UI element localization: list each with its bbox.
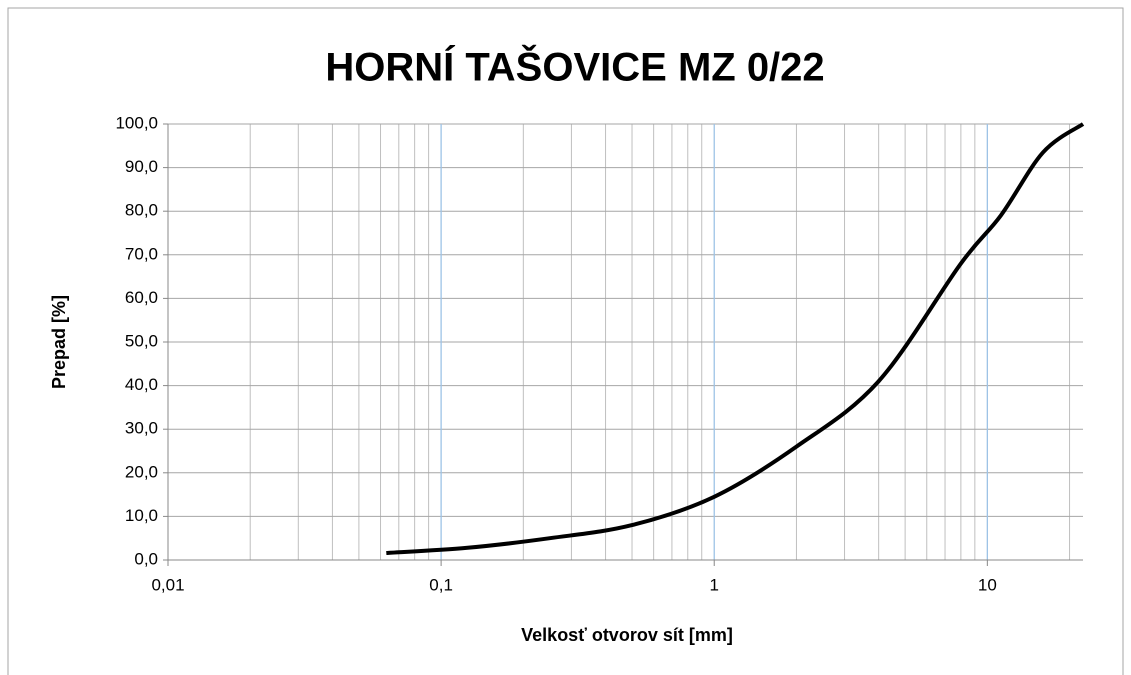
x-axis-label: Velkosť otvorov sít [mm] [521, 625, 733, 645]
y-tick-label: 60,0 [125, 288, 158, 307]
y-tick-label: 30,0 [125, 419, 158, 438]
x-tick-label: 0,1 [429, 575, 453, 594]
y-tick-label: 10,0 [125, 506, 158, 525]
x-tick-label: 10 [978, 575, 997, 594]
y-tick-label: 80,0 [125, 201, 158, 220]
y-tick-label: 100,0 [115, 113, 158, 132]
y-axis-label: Prepad [%] [49, 295, 69, 389]
x-tick-label: 0,01 [151, 575, 184, 594]
y-tick-label: 40,0 [125, 375, 158, 394]
y-tick-label: 50,0 [125, 331, 158, 350]
x-tick-label: 1 [709, 575, 718, 594]
y-tick-label: 70,0 [125, 244, 158, 263]
line [386, 122, 1085, 556]
y-tick-label: 0,0 [134, 549, 158, 568]
chart-title: HORNÍ TAŠOVICE MZ 0/22 [325, 44, 824, 90]
y-tick-label: 90,0 [125, 157, 158, 176]
y-tick-label: 20,0 [125, 462, 158, 481]
